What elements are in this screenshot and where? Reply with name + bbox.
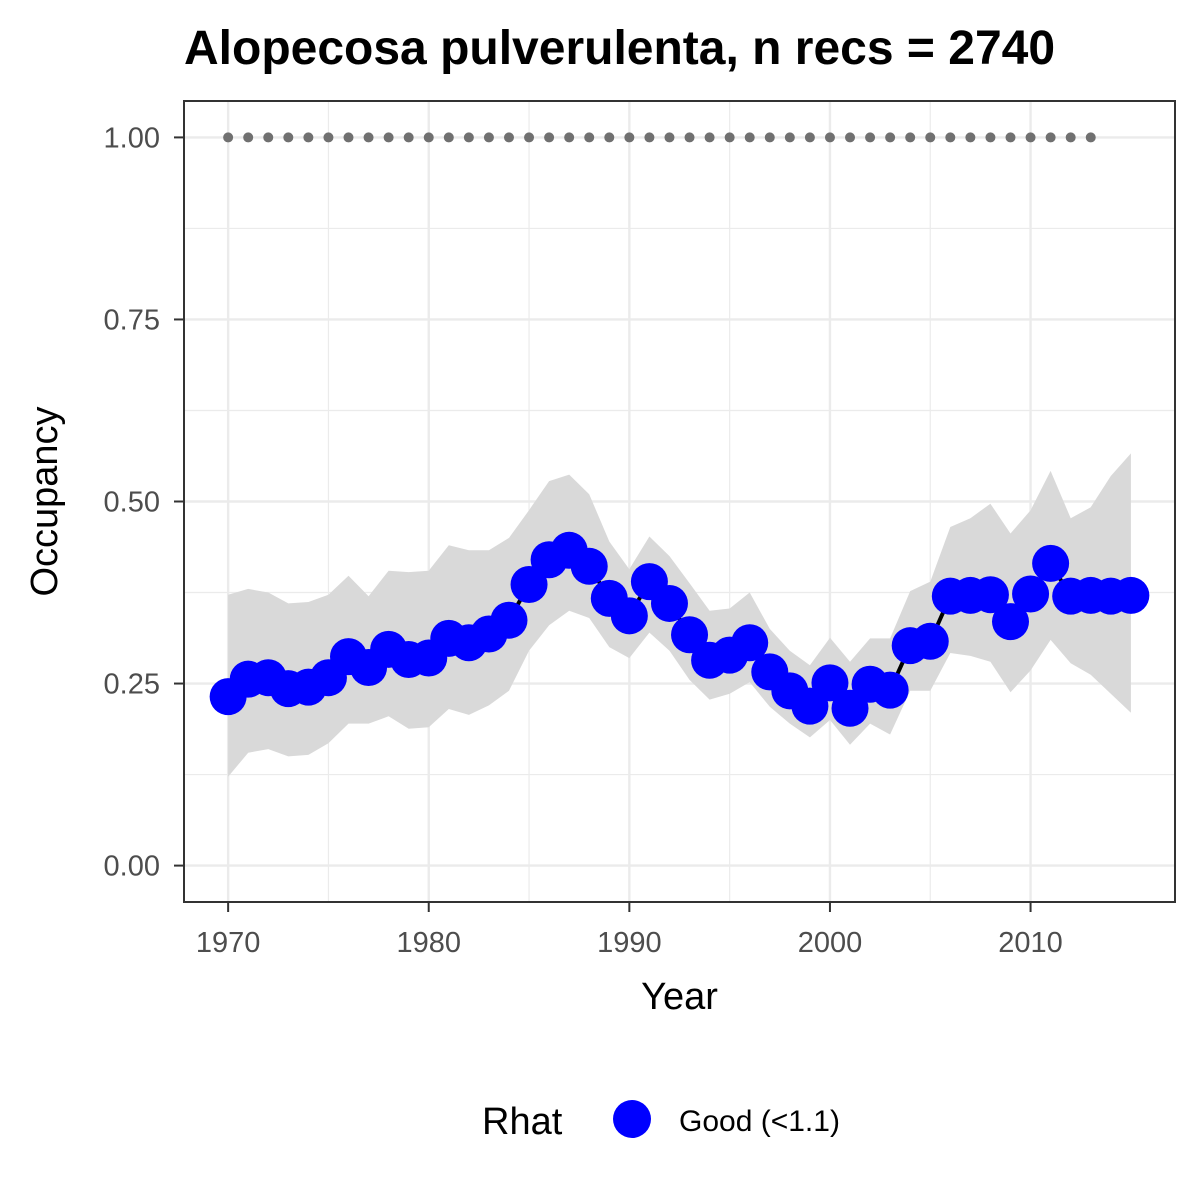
legend-title: Rhat [482, 1101, 563, 1143]
occupancy-point [490, 601, 528, 639]
reference-point [885, 132, 896, 143]
occupancy-point [610, 597, 648, 635]
y-tick-label: 0.75 [104, 304, 160, 336]
reference-point [524, 132, 535, 143]
y-tick-label: 0.50 [104, 487, 160, 519]
occupancy-point [811, 664, 849, 702]
reference-point [283, 132, 294, 143]
reference-point [824, 132, 835, 143]
occupancy-point [650, 584, 688, 622]
occupancy-point [510, 566, 548, 604]
reference-point [323, 132, 334, 143]
x-tick-label: 1970 [196, 927, 261, 959]
occupancy-point [1112, 576, 1150, 614]
reference-point [684, 132, 695, 143]
reference-point [1005, 132, 1016, 143]
reference-point [564, 132, 575, 143]
reference-point [503, 132, 514, 143]
reference-point [644, 132, 655, 143]
reference-point [744, 132, 755, 143]
occupancy-point [1012, 575, 1050, 613]
reference-point [624, 132, 635, 143]
reference-point [784, 132, 795, 143]
occupancy-point [1032, 544, 1070, 582]
reference-point [945, 132, 956, 143]
occupancy-point [871, 671, 909, 709]
reference-point [243, 132, 254, 143]
reference-point [664, 132, 675, 143]
x-tick-label: 1990 [597, 927, 662, 959]
reference-point [343, 132, 354, 143]
y-tick-label: 0.00 [104, 851, 160, 883]
legend-label-good: Good (<1.1) [679, 1105, 840, 1138]
x-axis-title: Year [641, 976, 718, 1018]
occupancy-points-layer [209, 531, 1150, 727]
reference-point [724, 132, 735, 143]
reference-point [804, 132, 815, 143]
reference-point [423, 132, 434, 143]
reference-point [383, 132, 394, 143]
reference-point [263, 132, 274, 143]
reference-point [865, 132, 876, 143]
y-tick-label: 1.00 [104, 122, 160, 154]
occupancy-point [570, 547, 608, 585]
reference-point [604, 132, 615, 143]
reference-point [845, 132, 856, 143]
reference-point [223, 132, 234, 143]
occupancy-point [671, 616, 709, 654]
reference-points-layer [223, 132, 1096, 143]
reference-point [303, 132, 314, 143]
reference-point [704, 132, 715, 143]
reference-point [965, 132, 976, 143]
y-axis-title: Occupancy [24, 406, 66, 596]
reference-point [363, 132, 374, 143]
reference-point [905, 132, 916, 143]
reference-point [483, 132, 494, 143]
chart-title: Alopecosa pulverulenta, n recs = 2740 [184, 22, 1055, 75]
grid-lines [184, 101, 1175, 902]
legend-key-good [613, 1100, 651, 1138]
reference-point [985, 132, 996, 143]
reference-point [584, 132, 595, 143]
x-tick-label: 2000 [798, 927, 863, 959]
legend: Rhat Good (<1.1) [482, 1100, 840, 1143]
reference-point [925, 132, 936, 143]
reference-point [544, 132, 555, 143]
reference-point [443, 132, 454, 143]
x-axis: 1970 1980 1990 2000 2010 [196, 902, 1063, 959]
occupancy-point [971, 576, 1009, 614]
occupancy-point [911, 622, 949, 660]
occupancy-point [992, 603, 1030, 641]
reference-point [764, 132, 775, 143]
reference-point [1085, 132, 1096, 143]
reference-point [1025, 132, 1036, 143]
reference-point [1065, 132, 1076, 143]
occupancy-point [731, 624, 769, 662]
y-tick-label: 0.25 [104, 669, 160, 701]
x-tick-label: 1980 [396, 927, 461, 959]
x-tick-label: 2010 [998, 927, 1063, 959]
reference-point [463, 132, 474, 143]
y-axis: 0.00 0.25 0.50 0.75 1.00 [104, 122, 184, 883]
reference-point [1045, 132, 1056, 143]
reference-point [403, 132, 414, 143]
